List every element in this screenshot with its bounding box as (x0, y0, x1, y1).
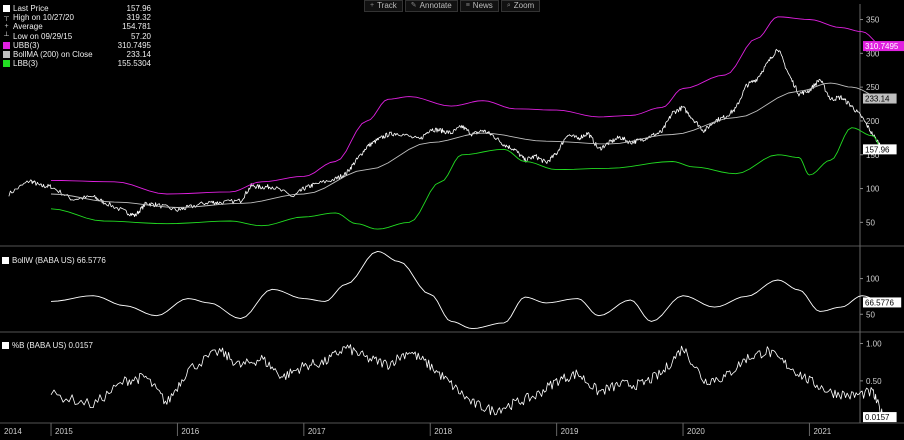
y-tick-label: 250 (866, 83, 880, 92)
bollw-title-text: BollW (BABA US) 66.5776 (12, 256, 106, 265)
legend-marker-icon: ┴ (4, 32, 9, 40)
crosshair-icon: + (370, 2, 375, 9)
value-tag-label: 233.14 (865, 95, 890, 104)
y-tick-label: 50 (866, 310, 875, 319)
series-line-bollw (50, 250, 884, 330)
x-tick-label: 2017 (308, 427, 326, 436)
value-tag (863, 297, 902, 308)
series-line-bollma-200- (50, 82, 884, 208)
legend-value: 157.96 (126, 4, 151, 13)
pctb-swatch (2, 342, 9, 349)
y-tick-label: 350 (866, 16, 880, 25)
legend-value: 155.5304 (117, 59, 151, 69)
x-tick-label: 2021 (813, 427, 831, 436)
toolbar-button-label: Track (377, 1, 397, 10)
legend-label: Last Price (13, 4, 49, 13)
x-tick-label: 2015 (55, 427, 73, 436)
legend-value: 154.781 (122, 22, 151, 32)
y-tick-label: 300 (866, 49, 880, 58)
toolbar-news-button[interactable]: ≡ News (459, 0, 499, 12)
legend-row: Last Price 157.96 (3, 4, 151, 13)
x-tick-label: 2019 (561, 427, 579, 436)
legend-value: 233.14 (126, 50, 151, 60)
series-line--b (50, 344, 884, 418)
news-icon: ≡ (465, 2, 470, 9)
toolbar-track-button[interactable]: + Track (364, 0, 403, 12)
price-legend: Last Price 157.96 ┬ High on 10/27/20 319.32 +… (2, 3, 154, 71)
pencil-icon: ✎ (410, 2, 417, 9)
legend-swatch (3, 51, 10, 59)
legend-value: 310.7495 (117, 40, 151, 50)
legend-label: Low on 09/29/15 (13, 31, 73, 41)
zoom-icon: ⌕ (506, 2, 511, 9)
y-tick-label: 150 (866, 151, 880, 160)
legend-value: 57.20 (130, 31, 151, 41)
series-line-last-price (8, 48, 884, 217)
legend-row: LBB(3) 155.5304 (3, 59, 151, 68)
legend-label: BollMA (200) on Close (13, 50, 93, 60)
x-tick-label: 2016 (181, 427, 199, 436)
value-tag-label: 0.0157 (865, 413, 890, 422)
value-tag-label: 310.7495 (865, 42, 899, 51)
pctb-panel-title: %B (BABA US) 0.0157 (2, 341, 96, 350)
value-tag (863, 93, 897, 104)
value-tag-label: 157.96 (865, 145, 890, 154)
y-tick-label: 200 (866, 117, 880, 126)
legend-row: ┬ High on 10/27/20 319.32 (3, 13, 151, 22)
bollw-panel-title: BollW (BABA US) 66.5776 (2, 256, 109, 265)
bollw-swatch (2, 257, 9, 264)
legend-row: ┴ Low on 09/29/15 57.20 (3, 32, 151, 41)
legend-swatch (3, 5, 10, 13)
legend-marker-icon: + (4, 23, 9, 31)
y-tick-label: 100 (866, 185, 880, 194)
value-tag (863, 41, 904, 52)
chart-toolbar: + Track ✎ Annotate ≡ News ⌕ Zoom (364, 0, 541, 12)
x-tick-label: 2014 (4, 427, 22, 436)
toolbar-zoom-button[interactable]: ⌕ Zoom (500, 0, 541, 12)
value-tag (863, 412, 897, 423)
value-tag (863, 144, 897, 155)
toolbar-button-label: Annotate (419, 1, 452, 10)
legend-label: LBB(3) (13, 59, 38, 69)
y-tick-label: 100 (866, 275, 880, 284)
toolbar-annotate-button[interactable]: ✎ Annotate (404, 0, 458, 12)
legend-marker-icon: ┬ (4, 14, 9, 22)
value-tag-label: 66.5776 (865, 298, 894, 307)
x-tick-label: 2020 (687, 427, 705, 436)
y-tick-label: 0.50 (866, 377, 882, 386)
series-line-lbb-3- (50, 127, 884, 230)
x-tick-label: 2018 (434, 427, 452, 436)
legend-row: + Average 154.781 (3, 22, 151, 31)
series-line-ubb-3- (50, 16, 884, 195)
legend-row: UBB(3) 310.7495 (3, 41, 151, 50)
legend-swatch (3, 41, 10, 49)
y-tick-label: 50 (866, 218, 875, 227)
legend-value: 319.32 (126, 13, 151, 23)
legend-swatch (3, 60, 10, 68)
pctb-title-text: %B (BABA US) 0.0157 (12, 341, 93, 350)
legend-label: High on 10/27/20 (13, 13, 74, 23)
legend-row: BollMA (200) on Close 233.14 (3, 50, 151, 59)
legend-label: UBB(3) (13, 40, 40, 50)
toolbar-button-label: News (472, 1, 493, 10)
toolbar-button-label: Zoom (513, 1, 535, 10)
legend-label: Average (13, 22, 43, 32)
y-tick-label: 1.00 (866, 339, 882, 348)
